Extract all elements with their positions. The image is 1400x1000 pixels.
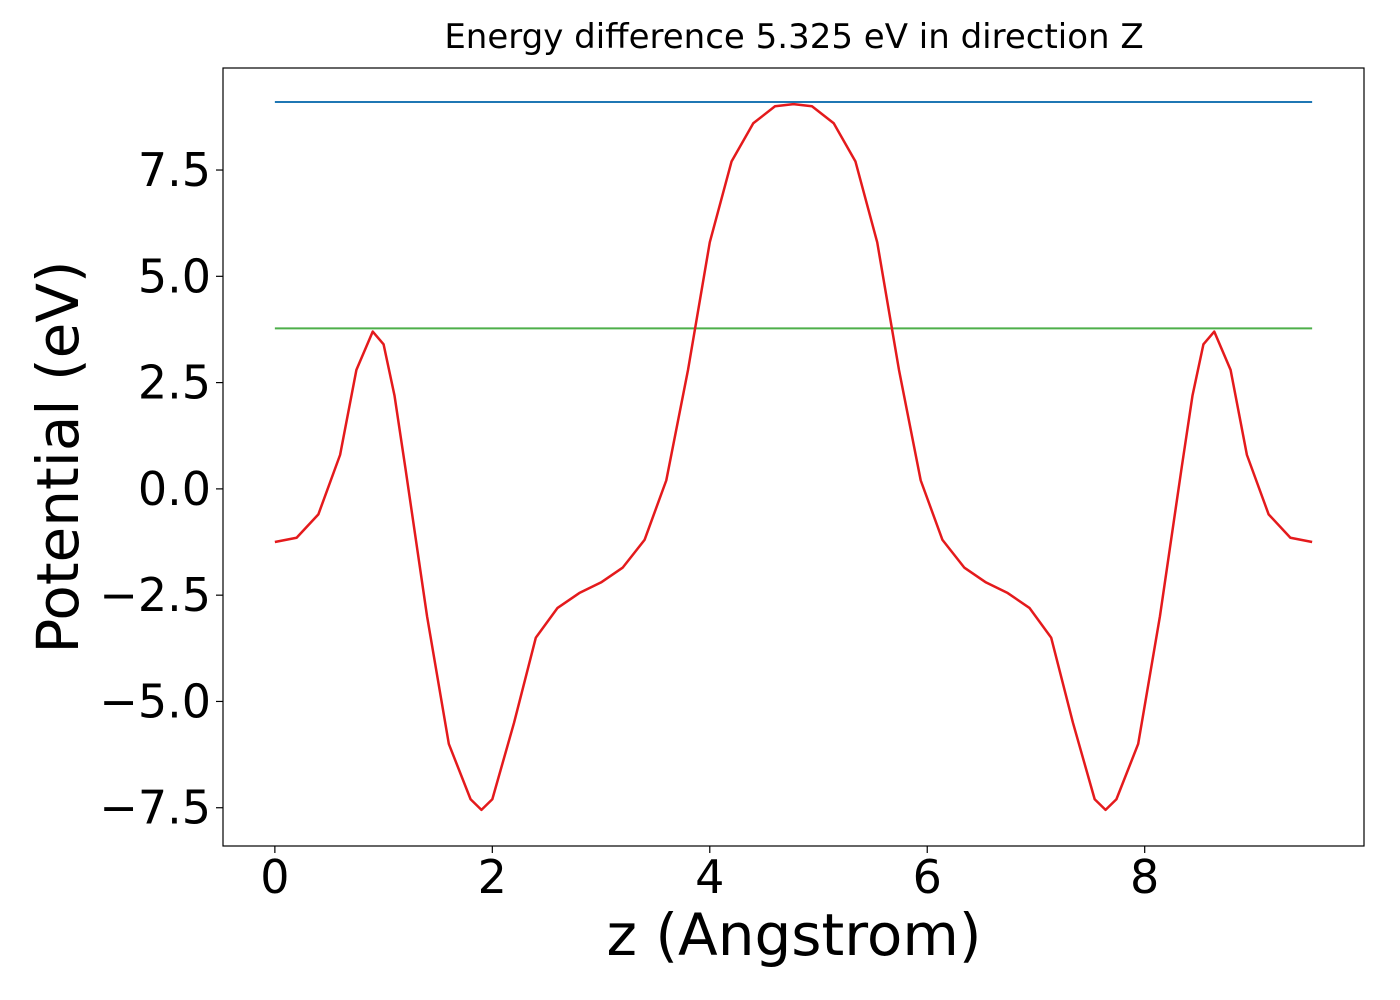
plot-frame — [222, 67, 1365, 847]
y-tick-label: −7.5 — [99, 781, 211, 835]
y-tick-label: −5.0 — [99, 674, 211, 728]
x-tick-label: 8 — [1130, 850, 1159, 904]
x-tick-label: 2 — [478, 850, 507, 904]
chart-title: Energy difference 5.325 eV in direction … — [444, 17, 1143, 57]
x-tick-label: 4 — [695, 850, 724, 904]
y-tick-label: −2.5 — [99, 568, 211, 622]
y-tick-label: 2.5 — [138, 356, 211, 410]
x-axis-label: z (Angstrom) — [607, 901, 982, 969]
y-axis-label: Potential (eV) — [24, 260, 92, 653]
y-tick-label: 7.5 — [138, 143, 211, 197]
y-tick-label: 0.0 — [138, 462, 211, 516]
potential-line — [274, 102, 1313, 812]
y-tick-label: 5.0 — [138, 249, 211, 303]
x-tick-label: 6 — [913, 850, 942, 904]
x-tick-label: 0 — [260, 850, 289, 904]
